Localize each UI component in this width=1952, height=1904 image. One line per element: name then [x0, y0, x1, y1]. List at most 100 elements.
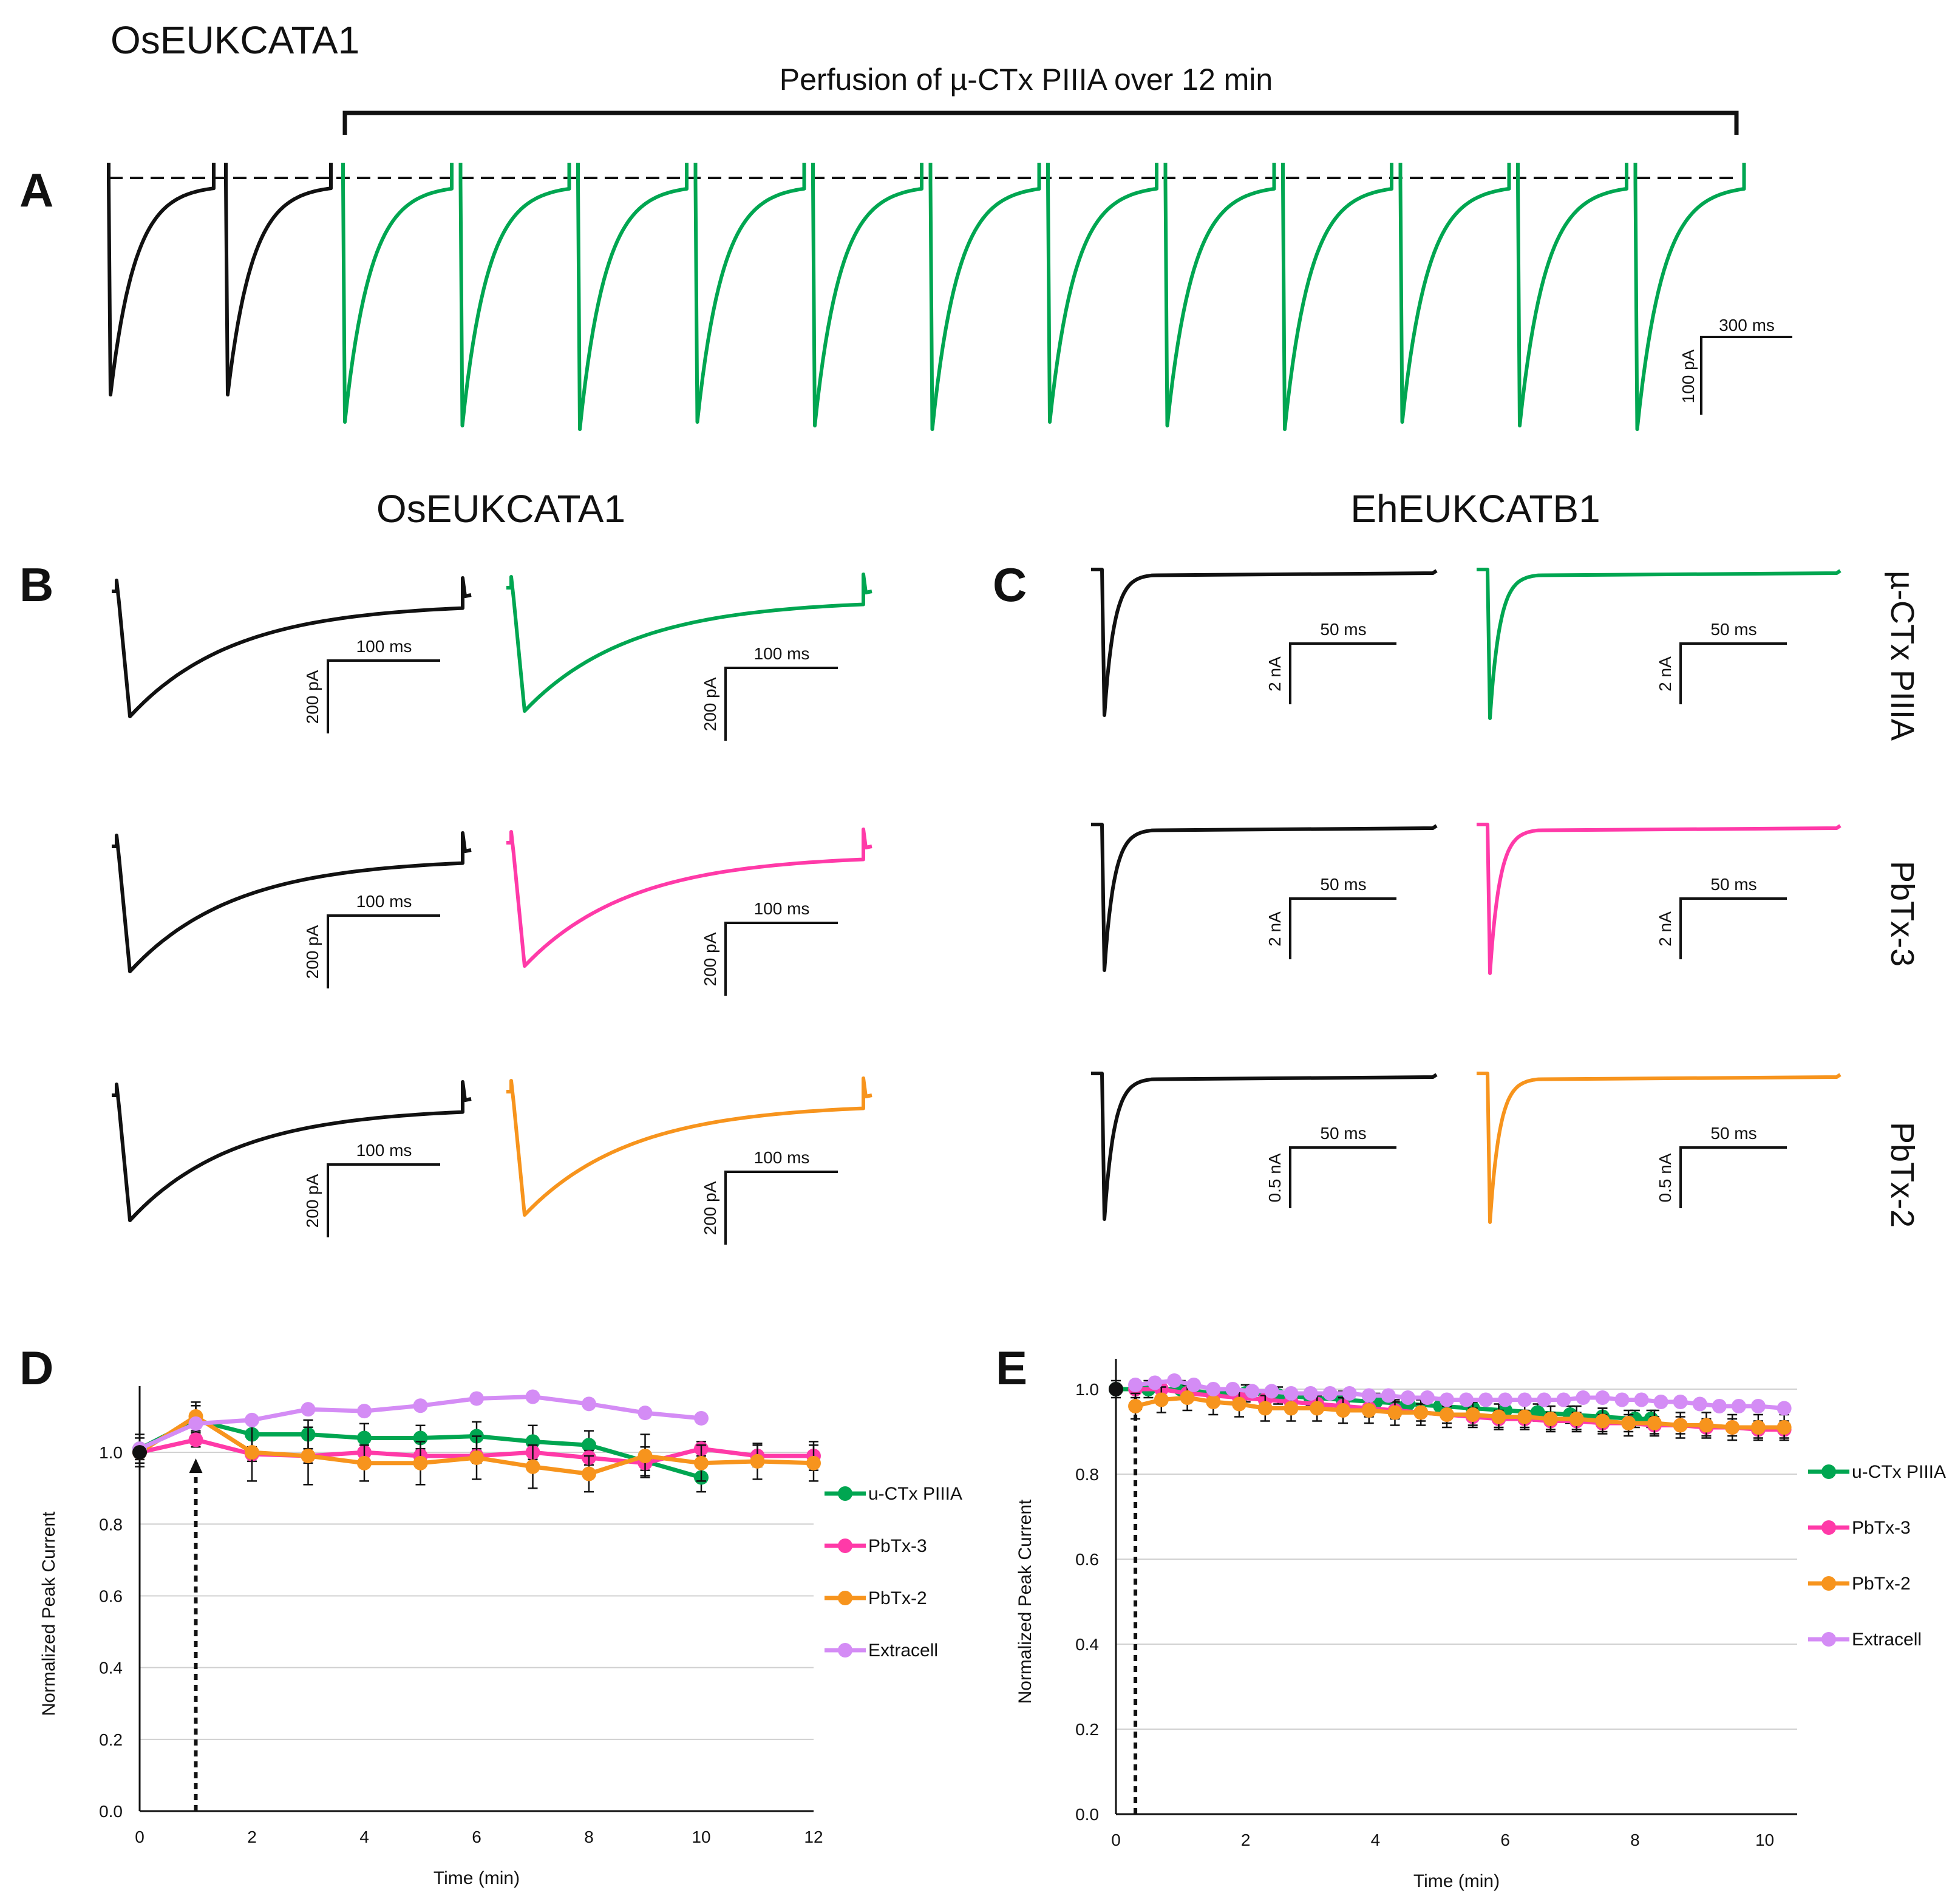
data-point-extracell: [1731, 1399, 1746, 1413]
x-tick-label: 6: [1500, 1831, 1510, 1849]
data-point-pbtx2: [357, 1455, 372, 1470]
b-pbtx3-control-trace: [112, 831, 472, 973]
x-tick-label: 6: [472, 1827, 481, 1846]
data-point-extracell: [1576, 1390, 1591, 1405]
data-point-extracell: [357, 1404, 372, 1419]
b-pbtx2-toxin-scalebar-current-label: 200 pA: [701, 1181, 719, 1235]
legend-label: u-CTx PIIIA: [1852, 1462, 1946, 1482]
b-ctx-control-scalebar-current-label: 200 pA: [303, 670, 322, 724]
data-point-pbtx2: [1413, 1405, 1429, 1420]
baseline-point: [1109, 1382, 1123, 1396]
sweep-trace-6: [811, 163, 923, 427]
data-point-pbtx2: [1647, 1416, 1662, 1430]
sweep-trace-5: [693, 163, 806, 424]
sweep-trace-2: [341, 163, 454, 424]
b-ctx-toxin-trace: [506, 573, 872, 713]
c-pbtx3-toxin-scalebar-current-label: 2 nA: [1656, 911, 1675, 947]
x-tick-label: 8: [1630, 1831, 1640, 1849]
chart-d: 0.0 0.2 0.4 0.6 0.8 1.0 0 2 4 6 8 10 12 Time (min) Nor…: [39, 1386, 962, 1888]
data-point-extracell: [1439, 1392, 1454, 1407]
c-ctx-control-scalebar-time-label: 50 ms: [1320, 620, 1366, 639]
data-point-extracell: [1692, 1396, 1707, 1412]
b-ctx-toxin-scalebar-lines: [724, 667, 838, 741]
c-pbtx2-toxin-scalebar-time-label: 50 ms: [1710, 1124, 1756, 1143]
b-pbtx2-control-scalebar: 100 ms 200 pA: [303, 1141, 440, 1237]
data-point-pbtx2: [1361, 1403, 1376, 1418]
data-point-extracell: [1264, 1384, 1279, 1399]
perfusion-label: Perfusion of µ-CTx PIIIA over 12 min: [780, 63, 1273, 97]
data-point-pbtx2: [469, 1450, 484, 1465]
c-ctx-control-scalebar-lines: [1289, 642, 1396, 704]
data-point-pbtx2: [1777, 1420, 1792, 1435]
c-ctx-toxin-scalebar: 50 ms 2 nA: [1656, 620, 1787, 704]
application-arrow-head: [189, 1458, 203, 1474]
b-ctx-control-scalebar-time-label: 100 ms: [356, 637, 412, 656]
data-point-extracell: [582, 1396, 596, 1412]
data-point-pbtx2: [1621, 1416, 1636, 1430]
panel-a-traces: [107, 163, 1746, 431]
y-tick-label: 0.8: [99, 1515, 123, 1534]
b-pbtx3-control-scalebar-current-label: 200 pA: [303, 925, 322, 979]
data-point-extracell: [1400, 1390, 1415, 1405]
legend-swatch-marker: [838, 1486, 852, 1501]
data-point-pbtx2: [1491, 1409, 1506, 1424]
b-pbtx3-control-scalebar: 100 ms 200 pA: [303, 892, 440, 988]
data-point-extracell: [301, 1402, 316, 1417]
data-point-extracell: [188, 1416, 203, 1431]
b-pbtx2-toxin-scalebar: 100 ms 200 pA: [701, 1148, 838, 1245]
legend-entry-ctx: u-CTx PIIIA: [1808, 1462, 1946, 1482]
data-point-pbtx2: [1465, 1407, 1480, 1422]
legend-entry-extracell: Extracell: [825, 1640, 938, 1661]
b-pbtx3-toxin-trace: [506, 828, 872, 968]
x-axis-label: Time (min): [1413, 1871, 1500, 1891]
data-point-pbtx2: [1595, 1413, 1610, 1429]
b-ctx-control-trace: [112, 576, 472, 718]
data-point-pbtx2: [694, 1455, 709, 1470]
legend-swatch-marker: [1821, 1632, 1836, 1647]
c-pbtx3-toxin-scalebar-lines: [1679, 897, 1787, 959]
data-point-extracell: [1750, 1399, 1766, 1413]
data-point-extracell: [245, 1412, 259, 1427]
row-label-pbtx2: PbTx-2: [1884, 1122, 1920, 1228]
sweep-trace-7: [928, 163, 1041, 431]
data-point-extracell: [525, 1389, 540, 1404]
legend-swatch-marker: [838, 1591, 852, 1605]
data-point-pbtx2: [301, 1449, 316, 1463]
c-pbtx3-control-scalebar: 50 ms 2 nA: [1265, 875, 1396, 959]
data-point-pbtx2: [1517, 1409, 1532, 1424]
data-point-extracell: [1478, 1392, 1494, 1407]
x-tick-label: 0: [1111, 1831, 1121, 1849]
panel-a-title: OsEUKCATA1: [111, 18, 359, 62]
panel-bc-traces: 100 ms 200 pA 100 ms 200 pA 50 ms 2 nA 50 ms 2 …: [112, 568, 1841, 1245]
series-pbtx2: [1128, 1384, 1792, 1441]
data-point-extracell: [1342, 1386, 1357, 1401]
panel-d-letter: D: [19, 1341, 53, 1395]
data-point-extracell: [1225, 1382, 1240, 1396]
c-pbtx2-toxin-scalebar-lines: [1679, 1146, 1787, 1208]
panel-c-letter: C: [993, 558, 1027, 611]
x-tick-label: 12: [804, 1827, 823, 1846]
data-point-extracell: [1206, 1382, 1221, 1396]
series-line-extracell: [1135, 1378, 1784, 1410]
scalebar-time-label: 300 ms: [1719, 316, 1775, 335]
row-label-ctx: µ-CTx PIIIA: [1884, 571, 1920, 741]
sweep-trace-3: [458, 163, 571, 427]
y-tick-label: 0.0: [99, 1802, 123, 1821]
x-tick-label: 8: [584, 1827, 594, 1846]
c-ctx-toxin-scalebar-current-label: 2 nA: [1656, 656, 1675, 692]
legend-label: u-CTx PIIIA: [868, 1484, 962, 1504]
c-pbtx3-control-scalebar-current-label: 2 nA: [1265, 911, 1284, 947]
data-point-pbtx2: [413, 1455, 428, 1470]
panel-a-letter: A: [19, 163, 53, 217]
c-pbtx2-control-scalebar: 50 ms 0.5 nA: [1265, 1124, 1396, 1208]
c-pbtx3-control-scalebar-time-label: 50 ms: [1320, 875, 1366, 894]
data-point-pbtx2: [1336, 1403, 1350, 1418]
c-pbtx2-control-scalebar-current-label: 0.5 nA: [1265, 1153, 1284, 1202]
data-point-pbtx2: [806, 1455, 821, 1470]
data-point-extracell: [1595, 1390, 1610, 1405]
b-pbtx2-toxin-scalebar-time-label: 100 ms: [754, 1148, 810, 1167]
data-point-pbtx2: [1310, 1401, 1325, 1416]
legend-swatch-marker: [1821, 1520, 1836, 1535]
panel-e-letter: E: [996, 1341, 1027, 1395]
